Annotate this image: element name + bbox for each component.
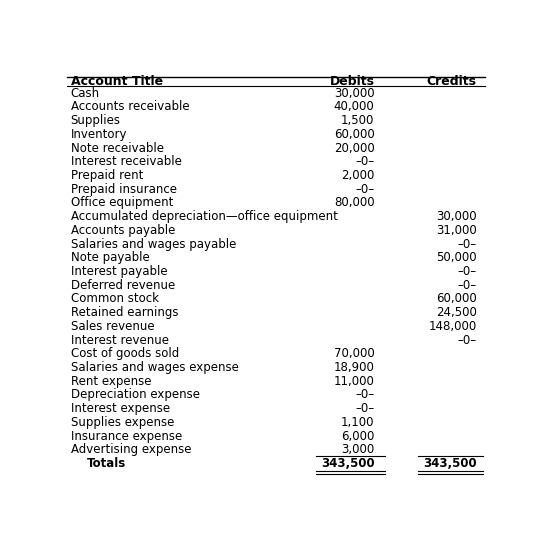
Text: Advertising expense: Advertising expense (71, 443, 191, 456)
Text: Supplies expense: Supplies expense (71, 416, 174, 429)
Text: Totals: Totals (87, 457, 126, 470)
Text: –0–: –0– (458, 237, 476, 250)
Text: Common stock: Common stock (71, 292, 158, 305)
Text: 70,000: 70,000 (334, 347, 375, 360)
Text: 343,500: 343,500 (321, 457, 375, 470)
Text: Office equipment: Office equipment (71, 197, 173, 210)
Text: Deferred revenue: Deferred revenue (71, 279, 175, 292)
Text: Accumulated depreciation—office equipment: Accumulated depreciation—office equipmen… (71, 210, 337, 223)
Text: –0–: –0– (458, 279, 476, 292)
Text: 2,000: 2,000 (341, 169, 375, 182)
Text: 30,000: 30,000 (334, 87, 375, 100)
Text: Note payable: Note payable (71, 251, 149, 264)
Text: Cash: Cash (71, 87, 100, 100)
Text: Supplies: Supplies (71, 114, 121, 127)
Text: –0–: –0– (355, 182, 375, 195)
Text: Prepaid insurance: Prepaid insurance (71, 182, 177, 195)
Text: 24,500: 24,500 (436, 306, 476, 319)
Text: 80,000: 80,000 (334, 197, 375, 210)
Text: 343,500: 343,500 (423, 457, 476, 470)
Text: Retained earnings: Retained earnings (71, 306, 178, 319)
Text: Accounts receivable: Accounts receivable (71, 100, 189, 113)
Text: 11,000: 11,000 (334, 375, 375, 388)
Text: Interest receivable: Interest receivable (71, 155, 182, 168)
Text: –0–: –0– (355, 402, 375, 415)
Text: 1,500: 1,500 (341, 114, 375, 127)
Text: 40,000: 40,000 (334, 100, 375, 113)
Text: Credits: Credits (427, 75, 476, 88)
Text: 31,000: 31,000 (436, 224, 476, 237)
Text: 6,000: 6,000 (341, 430, 375, 443)
Text: Salaries and wages expense: Salaries and wages expense (71, 361, 239, 374)
Text: 60,000: 60,000 (334, 128, 375, 141)
Text: 20,000: 20,000 (334, 142, 375, 155)
Text: Salaries and wages payable: Salaries and wages payable (71, 237, 236, 250)
Text: Debits: Debits (329, 75, 375, 88)
Text: –0–: –0– (458, 265, 476, 278)
Text: Inventory: Inventory (71, 128, 127, 141)
Text: Depreciation expense: Depreciation expense (71, 388, 200, 401)
Text: Interest revenue: Interest revenue (71, 333, 169, 346)
Text: Insurance expense: Insurance expense (71, 430, 182, 443)
Text: Interest payable: Interest payable (71, 265, 167, 278)
Text: Accounts payable: Accounts payable (71, 224, 175, 237)
Text: 60,000: 60,000 (436, 292, 476, 305)
Text: 3,000: 3,000 (341, 443, 375, 456)
Text: Interest expense: Interest expense (71, 402, 170, 415)
Text: Rent expense: Rent expense (71, 375, 151, 388)
Text: 1,100: 1,100 (341, 416, 375, 429)
Text: Sales revenue: Sales revenue (71, 320, 154, 333)
Text: 148,000: 148,000 (429, 320, 476, 333)
Text: Account Title: Account Title (71, 75, 163, 88)
Text: –0–: –0– (355, 388, 375, 401)
Text: 30,000: 30,000 (436, 210, 476, 223)
Text: 50,000: 50,000 (436, 251, 476, 264)
Text: Note receivable: Note receivable (71, 142, 164, 155)
Text: Prepaid rent: Prepaid rent (71, 169, 143, 182)
Text: –0–: –0– (355, 155, 375, 168)
Text: 18,900: 18,900 (334, 361, 375, 374)
Text: Cost of goods sold: Cost of goods sold (71, 347, 179, 360)
Text: –0–: –0– (458, 333, 476, 346)
